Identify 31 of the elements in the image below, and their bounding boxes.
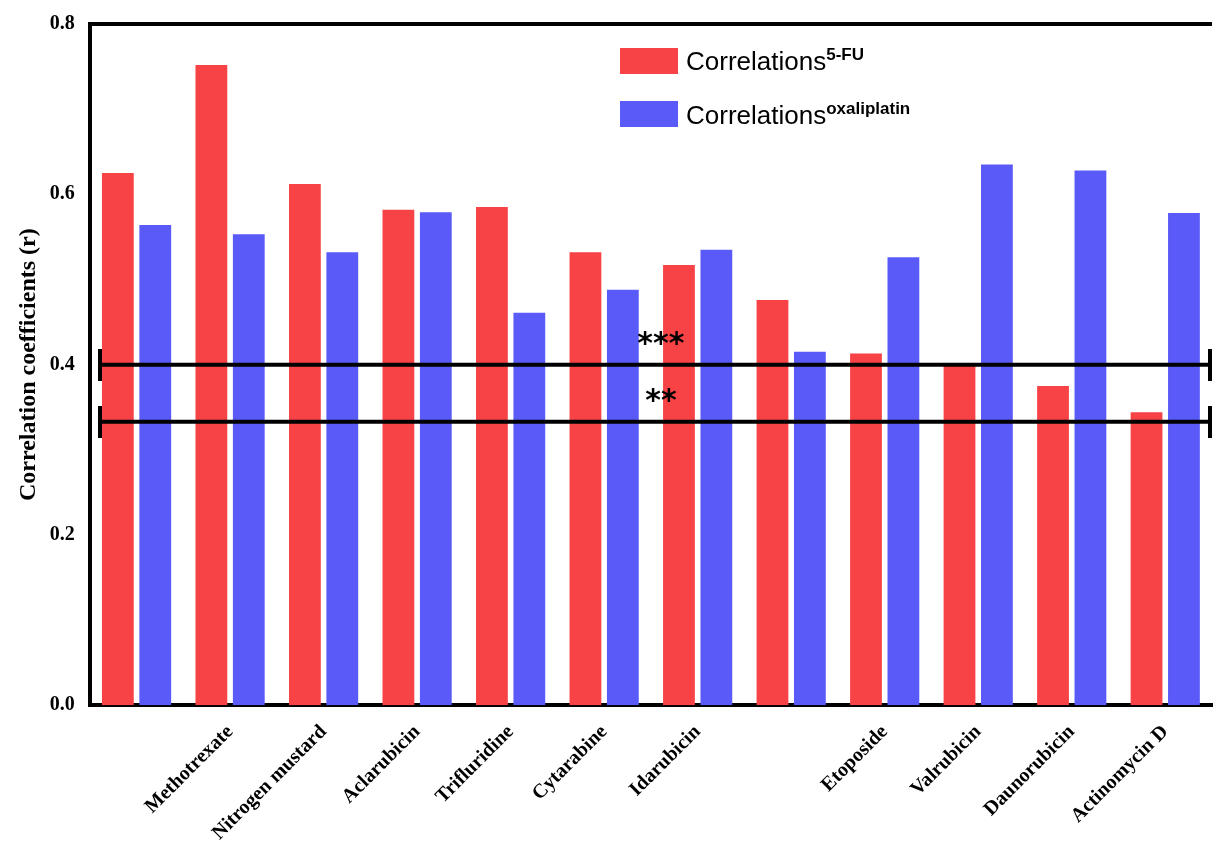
bar [700, 249, 733, 706]
bar [1037, 385, 1069, 706]
bar [326, 252, 359, 706]
bar [101, 173, 134, 706]
bar [1168, 213, 1200, 706]
y-tick-label: 0.6 [49, 181, 75, 204]
bar [382, 209, 415, 706]
bar [1130, 412, 1163, 706]
y-axis-title: Correlation coefficients (r) [13, 228, 40, 502]
bar [606, 289, 639, 706]
bar [981, 164, 1013, 706]
y-tick-label: 0.2 [49, 522, 75, 545]
legend-label: Correlations$^{5-FU}$ [686, 45, 864, 77]
bar [513, 312, 546, 706]
bar [887, 257, 920, 706]
bar [1074, 170, 1107, 706]
bar [139, 224, 172, 706]
y-tick-label: 0.8 [49, 11, 75, 34]
bar [569, 252, 602, 706]
bar [232, 234, 265, 706]
bar [476, 207, 508, 706]
bar [850, 353, 882, 706]
y-tick-label: 0.4 [49, 351, 75, 374]
legend-label: Correlations$^{oxaliplatin}$ [686, 98, 911, 131]
bar [288, 184, 321, 706]
bar [756, 299, 789, 706]
bar [419, 212, 452, 706]
bar [195, 64, 228, 706]
y-tick-label: 0.0 [49, 692, 75, 715]
bar [943, 364, 976, 706]
bar [793, 351, 826, 706]
